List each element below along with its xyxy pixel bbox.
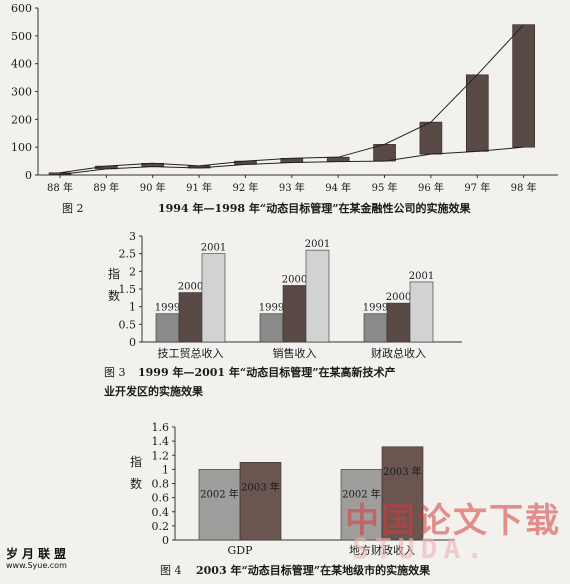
- figure-2-y-tick-label: 200: [11, 113, 32, 126]
- figure-2-bars: [48, 24, 535, 175]
- figure-4-x-tick-label: GDP: [227, 544, 253, 557]
- figure-2-x-tick-label: 98 年: [511, 181, 537, 194]
- figure-3-y-tick-label: 1.5: [119, 283, 137, 296]
- figure-4-x-tick-label: 地方财政收入: [349, 543, 415, 557]
- figure-4-bar-label: 2003 年: [383, 465, 422, 478]
- figure-2-x-tick-label: 92 年: [233, 181, 259, 194]
- figure-4-y-tick-label: 0.2: [152, 520, 170, 533]
- figure-3-bar: [178, 292, 203, 343]
- figure-3-x-tick-label: 财政总收入: [371, 346, 426, 360]
- site-url-watermark: www.Syue.com: [6, 561, 67, 570]
- figure-3-bar-label: 2001: [305, 239, 330, 250]
- figure-2-y-tick-label: 300: [11, 86, 32, 99]
- figure-3-y-tick-label: 0: [129, 336, 136, 349]
- site-logo-watermark: 岁月联盟: [6, 547, 71, 561]
- figure-3-title-line2: 业开发区的实施效果: [104, 384, 203, 398]
- figure-3-bar: [155, 313, 180, 343]
- figure-3-y-tick-label: 0.5: [119, 318, 137, 331]
- figure-4-label: 图 4: [160, 564, 182, 577]
- figure-3-bar: [282, 285, 307, 343]
- figure-4: 00.20.40.60.8 11.21.41.6 指数 GDP 地方财政收入 2002 …: [130, 421, 455, 577]
- figure-4-y-tick-label: 1.6: [152, 421, 170, 434]
- figure-4-y-tick-label: 1.2: [152, 449, 170, 462]
- figure-3-bar: [363, 313, 388, 343]
- figure-4-bar-label: 2003 年: [241, 480, 280, 493]
- figure-4-bar: [198, 469, 241, 541]
- figure-4-axes: 00.20.40.60.8 11.21.41.6 指数 GDP 地方财政收入: [130, 421, 455, 557]
- figure-4-y-tick-label: 0.4: [152, 506, 170, 519]
- figure-3-bar-label: 2001: [201, 243, 226, 254]
- figure-3-bar: [409, 281, 434, 343]
- figure-4-y-label-2: 数: [130, 476, 142, 491]
- figure-4-y-tick-label: 0.8: [152, 478, 170, 491]
- figure-3-x-tick-label: 技工贸总收入: [158, 346, 224, 360]
- figure-3-bar-label: 1999: [259, 303, 284, 314]
- figure-3-bar-label: 2000: [386, 292, 411, 303]
- figure-3-bar-label: 1999: [155, 303, 180, 314]
- figure-2-envelope: [59, 24, 525, 175]
- figure-2-upper-line: [59, 24, 525, 174]
- figure-2-x-tick-label: 88 年: [47, 181, 73, 194]
- figure-3-y-tick-label: 1: [129, 301, 136, 314]
- figure-3-bar: [305, 249, 330, 343]
- figure-3-x-tick-label: 销售收入: [273, 346, 317, 360]
- figure-3-y-tick-label: 3: [129, 230, 136, 243]
- cn-watermark: 中国论文下载: [345, 501, 561, 541]
- figure-4-bar-label: 2002 年: [342, 487, 381, 500]
- figure-3-bar-label: 2000: [282, 274, 307, 285]
- figure-2-bar: [512, 24, 535, 148]
- figure-3-bar-label: 2001: [409, 271, 434, 282]
- figure-4-y-tick-label: 1: [162, 463, 169, 476]
- figure-2-x-tick-label: 90 年: [140, 181, 166, 194]
- figure-4-bar: [340, 469, 383, 541]
- figure-4-y-tick-label: 0.6: [152, 492, 170, 505]
- figure-4-y-tick-label: 1.4: [152, 435, 170, 448]
- figure-2-bar: [419, 121, 443, 155]
- figure-3-y-label-1: 指: [108, 266, 120, 281]
- figure-3-bar-label: 1999: [363, 303, 388, 314]
- figure-2-y-tick-label: 100: [11, 141, 32, 154]
- figure-3-bar-label: 2000: [178, 282, 203, 293]
- figure-2-y-tick-label: 600: [11, 2, 32, 15]
- figure-3-bar: [201, 253, 226, 343]
- figure-3-bar: [386, 302, 411, 343]
- figure-3-y-tick-label: 2: [129, 265, 136, 278]
- figure-3-label: 图 3: [104, 366, 126, 379]
- figure-4-y-label-1: 指: [130, 454, 142, 469]
- figure-3-y-tick-label: 2.5: [119, 248, 137, 261]
- figure-2: 0 100 200 300 400 500 600 88 年 89 年 90 年 91 年 92 年 9…: [11, 2, 558, 215]
- figure-3-bar: [259, 313, 284, 343]
- figure-3-title: 1999 年—2001 年“动态目标管理”在某高新技术产: [138, 365, 396, 379]
- figure-2-x-tick-label: 97 年: [464, 181, 490, 194]
- figure-2-label: 图 2: [62, 202, 84, 215]
- figure-2-bar: [465, 74, 489, 152]
- figure-2-y-tick-label: 0: [25, 169, 32, 182]
- figure-2-axes: 0 100 200 300 400 500 600 88 年 89 年 90 年 91 年 92 年 9…: [11, 2, 558, 194]
- figure-2-x-tick-label: 95 年: [372, 181, 398, 194]
- figure-4-bar-label: 2002 年: [200, 487, 239, 500]
- figure-3-y-label-2: 数: [108, 288, 120, 303]
- figure-4-bar: [381, 446, 424, 541]
- figure-4-bar: [239, 462, 282, 541]
- figure-4-title: 2003 年“动态目标管理”在某地级市的实施效果: [196, 563, 430, 577]
- figure-4-y-tick-label: 0: [162, 534, 169, 547]
- figure-2-x-tick-label: 94 年: [325, 181, 351, 194]
- figure-2-lower-line: [59, 146, 524, 175]
- figure-2-x-tick-label: 89 年: [93, 181, 119, 194]
- figure-2-x-tick-label: 91 年: [186, 181, 212, 194]
- figure-2-y-tick-label: 400: [11, 58, 32, 71]
- figure-2-title: 1994 年—1998 年“动态目标管理”在某金融性公司的实施效果: [158, 201, 471, 215]
- figure-2-x-tick-label: 93 年: [279, 181, 305, 194]
- figure-2-y-tick-label: 500: [11, 30, 32, 43]
- figure-2-x-tick-label: 96 年: [418, 181, 444, 194]
- studa-watermark: STUDA.: [352, 532, 490, 565]
